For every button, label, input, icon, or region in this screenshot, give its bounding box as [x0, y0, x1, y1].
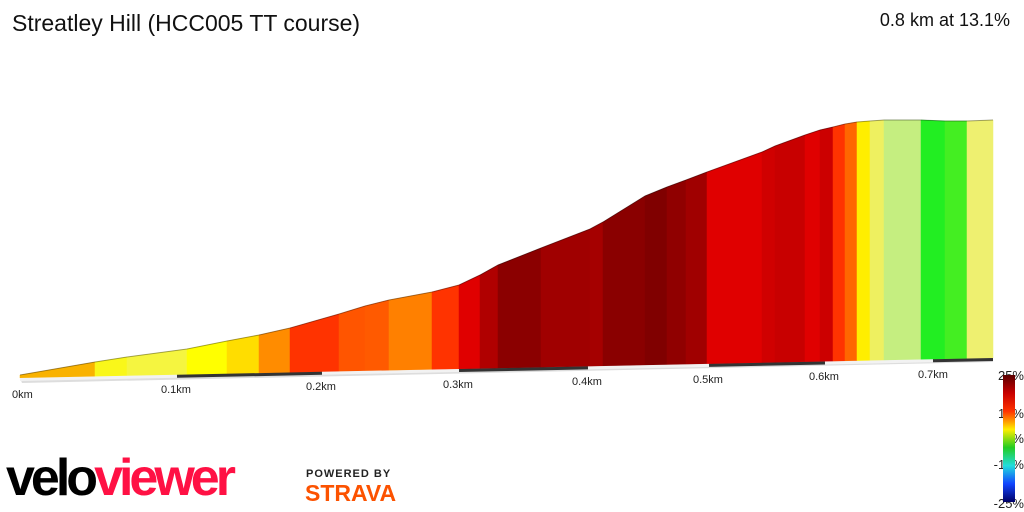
gradient-segment	[883, 119, 922, 361]
gradient-segment	[602, 195, 646, 367]
gradient-segment	[920, 119, 946, 360]
legend-label-0: 0%	[979, 431, 1024, 446]
segment-title: Streatley Hill (HCC005 TT course)	[12, 10, 361, 36]
gradient-segment	[832, 123, 846, 362]
gradient-segment	[869, 119, 885, 361]
legend-label-10: 10%	[979, 406, 1024, 421]
profile-outline	[19, 119, 994, 376]
gradient-segment	[258, 327, 291, 374]
segment-summary: 0.8 km at 13.1%	[879, 10, 1010, 30]
strava-logo: STRAVA	[305, 480, 397, 506]
x-tick-label: 0.6km	[809, 371, 839, 383]
legend-label-neg10: -10%	[979, 457, 1024, 472]
x-tick-label: 0.2km	[306, 381, 336, 393]
distance-band	[19, 374, 178, 381]
gradient-segment	[497, 247, 542, 369]
gradient-segment	[966, 119, 994, 359]
gradient-segment	[388, 291, 433, 371]
gradient-segment	[589, 221, 604, 367]
gradient-segment	[644, 186, 668, 366]
gradient-segment	[944, 120, 968, 360]
gradient-segment	[761, 145, 776, 364]
distance-band	[176, 371, 323, 378]
gradient-segment	[289, 313, 340, 373]
powered-by-label: POWERED BY	[306, 468, 392, 480]
distance-band	[321, 368, 460, 375]
veloviewer-logo: veloviewer	[6, 449, 236, 507]
gradient-segment	[479, 264, 499, 369]
gradient-segment	[338, 305, 366, 372]
distance-band	[708, 361, 826, 367]
gradient-segment	[458, 274, 481, 370]
x-tick-label: 0.7km	[918, 369, 948, 381]
distance-band	[587, 363, 710, 370]
gradient-segment	[844, 121, 858, 362]
gradient-segment	[685, 171, 708, 365]
gradient-segment	[540, 228, 591, 368]
x-tick-label: 0km	[12, 389, 33, 401]
legend-label-neg25: -25%	[993, 496, 1024, 511]
gradient-legend-bar	[1003, 375, 1015, 502]
gradient-segment	[706, 151, 763, 365]
gradient-segment	[431, 284, 460, 370]
gradient-segment	[804, 129, 821, 363]
gradient-segment	[856, 120, 871, 362]
x-tick-label: 0.1km	[161, 384, 191, 396]
x-tick-label: 0.5km	[693, 374, 723, 386]
distance-band	[932, 358, 994, 363]
gradient-segment	[364, 299, 390, 372]
distance-band	[458, 366, 589, 372]
gradient-segment	[819, 126, 834, 362]
gradient-segment	[226, 334, 260, 375]
distance-band	[824, 359, 934, 365]
gradient-segment	[774, 134, 806, 363]
x-tick-label: 0.3km	[443, 379, 473, 391]
x-tick-label: 0.4km	[572, 376, 602, 388]
legend-label-25: 25%	[979, 368, 1024, 383]
gradient-segment	[186, 340, 228, 375]
gradient-segment	[666, 179, 687, 365]
